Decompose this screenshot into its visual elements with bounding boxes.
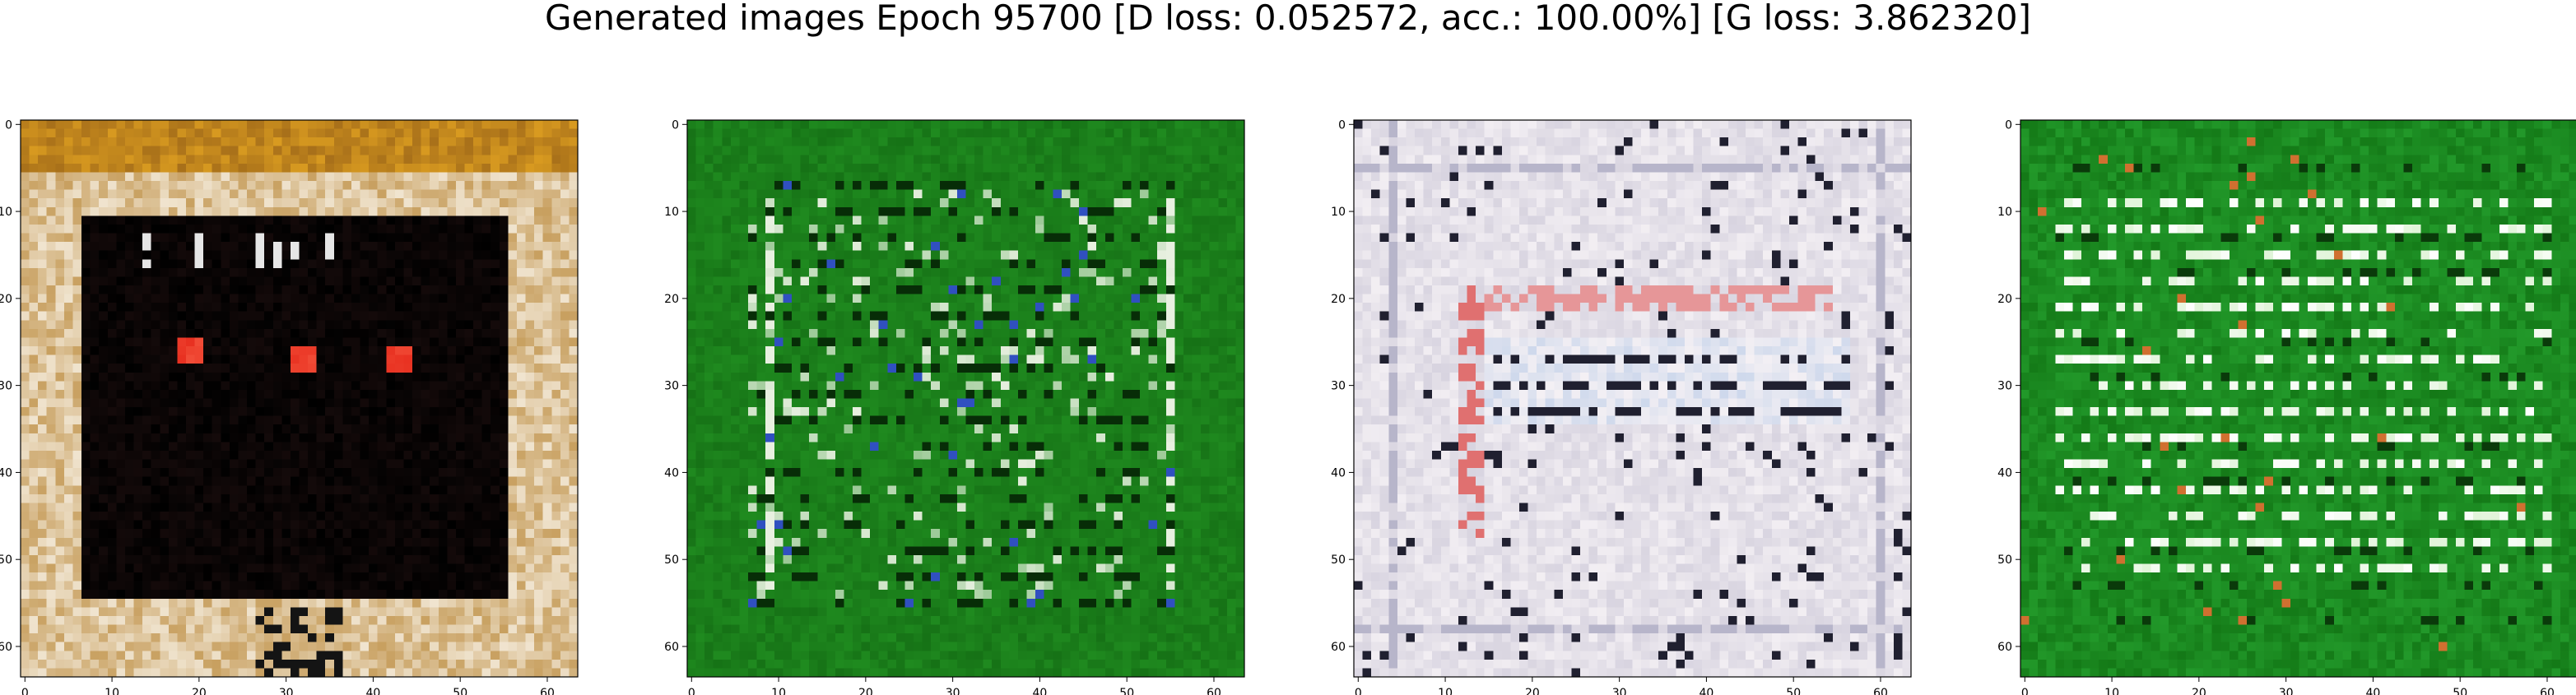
image-panel-3: 0 10 20 30 40 50 60 0 10 20 30 40 50 60 bbox=[1331, 118, 1912, 695]
y-tick-label: 20 bbox=[1997, 293, 2012, 306]
x-tick-label: 60 bbox=[2540, 687, 2555, 695]
x-tick-label: 10 bbox=[2104, 687, 2119, 695]
x-tick-label: 50 bbox=[2453, 687, 2467, 695]
y-tick-label: 60 bbox=[1997, 641, 2012, 654]
y-tick-label: 0 bbox=[5, 118, 12, 132]
y-tick-label: 40 bbox=[1331, 466, 1346, 480]
y-tick-label: 20 bbox=[1331, 293, 1346, 306]
y-tick-label: 10 bbox=[664, 206, 679, 219]
x-tick-label: 60 bbox=[540, 687, 555, 695]
x-tick-label: 40 bbox=[1700, 687, 1714, 695]
x-tick-label: 20 bbox=[1525, 687, 1540, 695]
y-tick-label: 0 bbox=[672, 118, 679, 132]
x-tick-label: 50 bbox=[453, 687, 467, 695]
x-tick-label: 50 bbox=[1119, 687, 1134, 695]
x-tick-label: 60 bbox=[1873, 687, 1888, 695]
x-tick-label: 40 bbox=[2366, 687, 2381, 695]
image-panel-1: 0 10 20 30 40 50 60 0 10 20 30 40 50 60 bbox=[0, 118, 579, 695]
y-tick-label: 30 bbox=[0, 380, 12, 393]
y-tick-label: 50 bbox=[1997, 554, 2012, 567]
x-tick-label: 50 bbox=[1786, 687, 1801, 695]
image-pixels bbox=[2020, 120, 2576, 678]
x-tick-label: 30 bbox=[1612, 687, 1627, 695]
x-tick-label: 0 bbox=[2021, 687, 2029, 695]
y-tick-label: 10 bbox=[1997, 206, 2012, 219]
x-tick-label: 20 bbox=[192, 687, 207, 695]
y-tick-label: 30 bbox=[664, 380, 679, 393]
x-tick-label: 10 bbox=[105, 687, 119, 695]
axes-frame bbox=[20, 119, 579, 678]
x-tick-label: 0 bbox=[1355, 687, 1362, 695]
image-pixels bbox=[687, 120, 1245, 678]
y-tick-label: 40 bbox=[664, 466, 679, 480]
y-tick-label: 0 bbox=[2005, 118, 2012, 132]
axes-frame bbox=[2020, 119, 2576, 678]
x-tick-label: 30 bbox=[279, 687, 294, 695]
y-tick-label: 30 bbox=[1331, 380, 1346, 393]
x-tick-label: 30 bbox=[946, 687, 960, 695]
image-panel-4: 0 10 20 30 40 50 60 0 10 20 30 40 50 60 bbox=[1997, 118, 2576, 695]
y-tick-label: 50 bbox=[664, 554, 679, 567]
x-tick-label: 20 bbox=[858, 687, 873, 695]
axes-frame bbox=[686, 119, 1245, 678]
image-pixels bbox=[21, 120, 579, 678]
figure-title: Generated images Epoch 95700 [D loss: 0.… bbox=[544, 0, 2032, 38]
y-tick-label: 50 bbox=[0, 554, 12, 567]
y-tick-label: 0 bbox=[1338, 118, 1346, 132]
x-tick-label: 10 bbox=[771, 687, 786, 695]
y-tick-label: 50 bbox=[1331, 554, 1346, 567]
x-tick-label: 0 bbox=[21, 687, 29, 695]
x-tick-label: 30 bbox=[2279, 687, 2294, 695]
y-tick-label: 40 bbox=[1997, 466, 2012, 480]
x-tick-label: 60 bbox=[1207, 687, 1221, 695]
x-tick-label: 40 bbox=[1033, 687, 1048, 695]
x-tick-label: 40 bbox=[366, 687, 381, 695]
y-tick-label: 10 bbox=[0, 206, 12, 219]
x-tick-label: 10 bbox=[1438, 687, 1453, 695]
y-tick-label: 20 bbox=[664, 293, 679, 306]
y-tick-label: 60 bbox=[664, 641, 679, 654]
x-tick-label: 20 bbox=[2192, 687, 2206, 695]
y-tick-label: 30 bbox=[1997, 380, 2012, 393]
image-pixels bbox=[1354, 120, 1912, 678]
y-tick-label: 40 bbox=[0, 466, 12, 480]
image-panel-2: 0 10 20 30 40 50 60 0 10 20 30 40 50 60 bbox=[664, 118, 1245, 695]
y-tick-label: 20 bbox=[0, 293, 12, 306]
y-tick-label: 10 bbox=[1331, 206, 1346, 219]
axes-frame bbox=[1353, 119, 1912, 678]
x-tick-label: 0 bbox=[688, 687, 695, 695]
y-tick-label: 60 bbox=[0, 641, 12, 654]
y-tick-label: 60 bbox=[1331, 641, 1346, 654]
